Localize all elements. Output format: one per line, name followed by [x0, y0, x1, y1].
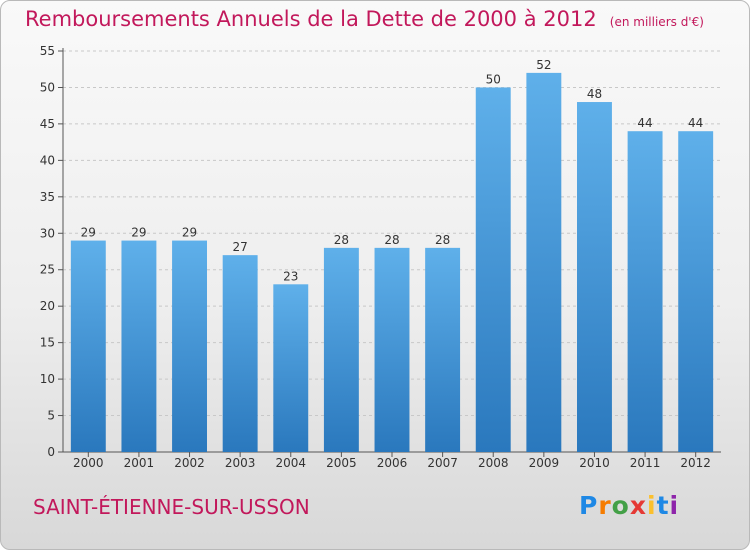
bar: [273, 284, 309, 452]
data-label: 29: [182, 226, 197, 240]
y-tick-label: 25: [40, 263, 55, 277]
y-tick-label: 40: [40, 153, 55, 167]
bar: [678, 131, 714, 452]
y-tick-label: 5: [47, 409, 55, 423]
logo-letter: P: [579, 491, 599, 520]
y-tick-label: 10: [40, 372, 55, 386]
x-tick-label: 2011: [630, 456, 661, 470]
y-tick-label: 0: [47, 445, 55, 459]
data-label: 29: [131, 226, 146, 240]
data-label: 28: [334, 233, 349, 247]
x-tick-label: 2008: [478, 456, 509, 470]
logo-letter: i: [669, 491, 680, 520]
logo-letter: i: [647, 491, 657, 520]
y-tick-label: 15: [40, 336, 55, 350]
bar: [323, 247, 359, 452]
chart-title: Remboursements Annuels de la Dette de 20…: [25, 7, 704, 31]
data-label: 27: [233, 240, 248, 254]
y-tick-label: 45: [40, 117, 55, 131]
logo-letter: t: [656, 491, 670, 520]
x-tick-label: 2006: [377, 456, 408, 470]
proxiti-logo: Proxiti: [579, 491, 679, 520]
bar: [576, 102, 612, 452]
bar: [526, 72, 562, 452]
y-tick-label: 30: [40, 226, 55, 240]
y-tick-label: 50: [40, 80, 55, 94]
data-label: 28: [435, 233, 450, 247]
x-tick-label: 2000: [73, 456, 104, 470]
data-label: 23: [283, 269, 298, 283]
x-tick-label: 2001: [124, 456, 155, 470]
x-tick-label: 2007: [427, 456, 458, 470]
logo-letter: o: [611, 491, 630, 520]
logo-letter: r: [598, 491, 612, 520]
x-tick-label: 2003: [225, 456, 256, 470]
logo-letter: x: [629, 491, 647, 520]
bar: [70, 240, 106, 452]
title-text: Remboursements Annuels de la Dette de 20…: [25, 7, 597, 31]
data-label: 29: [81, 226, 96, 240]
x-tick-label: 2004: [275, 456, 306, 470]
bar: [172, 240, 208, 452]
data-label: 50: [486, 72, 501, 86]
bar: [374, 247, 410, 452]
x-tick-label: 2012: [680, 456, 711, 470]
data-label: 48: [587, 87, 602, 101]
bar: [627, 131, 663, 452]
bar: [121, 240, 157, 452]
unit-text: (en milliers d'€): [609, 15, 704, 29]
x-tick-label: 2005: [326, 456, 357, 470]
data-label: 44: [688, 116, 703, 130]
labels: 0 5 10 15 20 25 30 35 40 45 50 55 29 2000 29 2001 29 2002…: [40, 44, 711, 470]
data-label: 44: [637, 116, 652, 130]
data-label: 52: [536, 58, 551, 72]
x-tick-label: 2010: [579, 456, 610, 470]
bar: [222, 255, 258, 452]
y-tick-label: 35: [40, 190, 55, 204]
y-tick-label: 55: [40, 44, 55, 58]
x-tick-label: 2009: [529, 456, 560, 470]
y-tick-label: 20: [40, 299, 55, 313]
bar: [425, 247, 461, 452]
data-label: 28: [384, 233, 399, 247]
bars: [70, 72, 714, 453]
commune-name: SAINT-ÉTIENNE-SUR-USSON: [33, 495, 310, 519]
bar: [475, 87, 511, 453]
x-tick-label: 2002: [174, 456, 205, 470]
